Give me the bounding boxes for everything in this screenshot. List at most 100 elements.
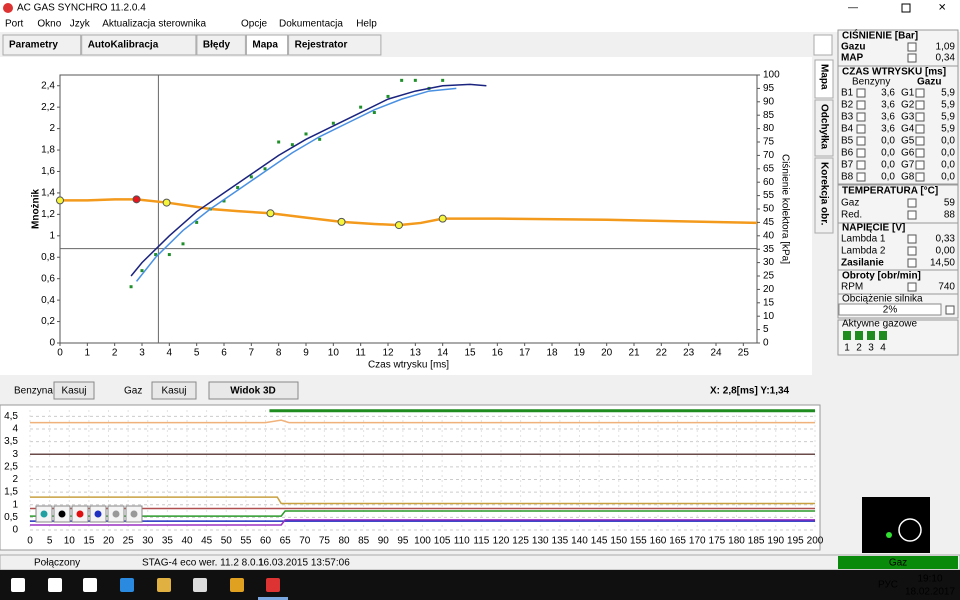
player-icon[interactable] — [76, 510, 84, 518]
side-tab[interactable] — [814, 157, 834, 234]
player-icon[interactable] — [130, 510, 138, 518]
menu-item[interactable]: Dokumentacja — [279, 19, 343, 30]
y2-tick-label: 65 — [763, 163, 775, 174]
checkbox[interactable] — [856, 88, 866, 98]
side-tab-label[interactable]: Korekcja obr. — [818, 162, 829, 226]
taskbar-icon[interactable] — [193, 578, 207, 592]
checkbox[interactable] — [915, 124, 925, 134]
menu-item[interactable]: Port — [5, 19, 24, 30]
taskbar-icon[interactable] — [11, 578, 25, 592]
checkbox[interactable] — [856, 112, 866, 122]
x-tick-label: 9 — [303, 348, 309, 359]
gas-point — [140, 269, 144, 273]
row-label: G5 — [901, 136, 915, 147]
tab[interactable] — [81, 34, 197, 56]
x-axis-title: Czas wtrysku [ms] — [368, 360, 449, 371]
checkbox[interactable] — [856, 172, 866, 182]
checkbox[interactable] — [907, 42, 917, 52]
button-label[interactable]: Kasuj — [161, 386, 186, 397]
x-tick-label: 10 — [64, 536, 76, 547]
taskbar-icon[interactable] — [230, 578, 244, 592]
menu-item[interactable]: Jzyk — [70, 19, 91, 30]
checkbox[interactable] — [856, 100, 866, 110]
button-label[interactable]: Kasuj — [61, 386, 86, 397]
checkbox[interactable] — [856, 136, 866, 146]
tab[interactable] — [196, 34, 246, 56]
row-label: B6 — [841, 148, 854, 159]
checkbox[interactable] — [915, 172, 925, 182]
tab[interactable] — [245, 34, 289, 56]
tab-label[interactable]: Błędy — [203, 40, 231, 51]
checkbox[interactable] — [915, 160, 925, 170]
y-tick-label: 2 — [12, 474, 18, 485]
side-tab-label[interactable]: Odchyłka — [818, 104, 829, 149]
taskbar-icon[interactable] — [120, 578, 134, 592]
taskbar-icon[interactable] — [157, 578, 171, 592]
tab[interactable] — [288, 34, 382, 56]
checkbox[interactable] — [945, 305, 955, 315]
checkbox[interactable] — [915, 88, 925, 98]
checkbox[interactable] — [856, 160, 866, 170]
y-tick-label: 2,4 — [41, 80, 55, 91]
y2-tick-label: 50 — [763, 204, 775, 215]
checkbox[interactable] — [856, 148, 866, 158]
side-tab[interactable] — [814, 99, 834, 157]
taskbar-icon[interactable] — [266, 578, 280, 592]
button[interactable] — [151, 381, 197, 400]
switch-label[interactable]: B/G — [901, 525, 918, 536]
status-connection: Połączony — [34, 558, 80, 569]
x-tick-label: 0 — [27, 536, 33, 547]
section-title: NAPIĘCIE [V] — [842, 223, 905, 234]
y-tick-label: 4 — [12, 424, 18, 435]
switch-button[interactable] — [898, 518, 922, 542]
tab-label[interactable]: Parametry — [9, 40, 58, 51]
minimize[interactable]: — — [848, 3, 858, 14]
x-tick-label: 180 — [728, 536, 745, 547]
checkbox[interactable] — [907, 246, 917, 256]
close[interactable]: ✕ — [938, 3, 946, 14]
gas-point — [290, 143, 294, 147]
tab-label[interactable]: Rejestrator — [295, 40, 348, 51]
side-tab[interactable] — [814, 59, 834, 99]
checkbox[interactable] — [907, 234, 917, 244]
checkbox[interactable] — [907, 282, 917, 292]
restore[interactable] — [901, 3, 911, 13]
player-icon[interactable] — [94, 510, 102, 518]
taskbar-icon[interactable] — [83, 578, 97, 592]
x-tick-label: 3 — [139, 348, 145, 359]
checkbox[interactable] — [915, 148, 925, 158]
tab-label[interactable]: AutoKalibracja — [88, 40, 159, 51]
x-tick-label: 135 — [552, 536, 569, 547]
checkbox[interactable] — [907, 53, 917, 63]
gas-label: Gaz — [124, 386, 142, 397]
tab[interactable] — [2, 34, 82, 56]
y2-tick-label: 45 — [763, 217, 775, 228]
button[interactable] — [53, 381, 95, 400]
menu-bar — [0, 16, 960, 32]
x-tick-label: 80 — [338, 536, 350, 547]
checkbox[interactable] — [907, 198, 917, 208]
checkbox[interactable] — [915, 136, 925, 146]
y2-tick-label: 0 — [763, 338, 769, 349]
menu-item[interactable]: Okno — [37, 19, 61, 30]
player-icon[interactable] — [112, 510, 120, 518]
row-value: 3,6 — [881, 88, 895, 99]
checkbox[interactable] — [907, 210, 917, 220]
button-label[interactable]: Widok 3D — [230, 386, 275, 397]
input-language: РУС — [878, 580, 898, 591]
checkbox[interactable] — [915, 112, 925, 122]
taskbar-icon[interactable] — [48, 578, 62, 592]
side-tab-label[interactable]: Mapa — [818, 64, 829, 90]
menu-item[interactable]: Aktualizacja sterownika — [102, 19, 206, 30]
menu-item[interactable]: Opcje — [241, 19, 268, 30]
checkbox[interactable] — [856, 124, 866, 134]
toolbar-button[interactable] — [813, 34, 833, 56]
row-value: 0,34 — [936, 53, 956, 64]
checkbox[interactable] — [907, 258, 917, 268]
button[interactable] — [208, 381, 299, 400]
checkbox[interactable] — [915, 100, 925, 110]
player-icon[interactable] — [58, 510, 66, 518]
player-icon[interactable] — [40, 510, 48, 518]
tab-label[interactable]: Mapa — [252, 40, 278, 51]
menu-item[interactable]: Help — [356, 19, 377, 30]
